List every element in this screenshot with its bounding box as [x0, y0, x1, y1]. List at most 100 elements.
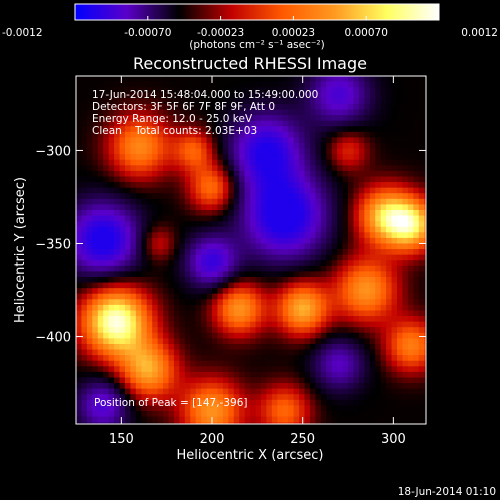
heatmap-cell [222, 388, 229, 395]
heatmap-cell [86, 377, 93, 384]
heatmap-cell [179, 159, 186, 166]
heatmap-cell [108, 76, 115, 83]
heatmap-cell [386, 81, 393, 88]
heatmap-cell [233, 142, 240, 150]
heatmap-cell [309, 282, 316, 289]
heatmap-cell [201, 371, 208, 378]
heatmap-cell [163, 98, 169, 105]
heatmap-cell [124, 310, 131, 317]
heatmap-cell [190, 243, 197, 250]
heatmap-cell [309, 410, 316, 418]
heatmap-cell [212, 327, 218, 334]
colorbar-tick-labels: -0.0012 -0.00070 -0.00023 0.00023 0.00070 0.0… [2, 27, 498, 39]
heatmap-cell [260, 338, 267, 345]
heatmap-cell [141, 237, 148, 244]
heatmap-cell [380, 383, 387, 390]
heatmap-cell [424, 377, 427, 384]
heatmap-cell [119, 131, 126, 138]
heatmap-cell [271, 265, 278, 272]
heatmap-cell [152, 187, 159, 194]
heatmap-cell [114, 260, 121, 267]
heatmap-cell [271, 204, 278, 211]
heatmap-cell [315, 81, 322, 88]
heatmap-cell [141, 182, 148, 189]
heatmap-cell [119, 187, 126, 194]
heatmap-cell [244, 98, 251, 105]
heatmap-cell [212, 343, 218, 351]
heatmap-cell [119, 115, 126, 122]
heatmap-cell [124, 159, 131, 166]
heatmap-cell [271, 327, 278, 334]
heatmap-cell [124, 182, 131, 189]
heatmap-cell [201, 276, 208, 284]
heatmap-cell [163, 232, 169, 239]
heatmap-cell [233, 103, 240, 110]
heatmap-cell [255, 332, 262, 339]
heatmap-cell [195, 327, 202, 334]
heatmap-cell [299, 327, 305, 334]
heatmap-cell [190, 249, 197, 256]
heatmap-cell [424, 355, 427, 362]
heatmap-cell [179, 126, 186, 133]
heatmap-cell [244, 237, 251, 244]
heatmap-cell [86, 76, 93, 83]
heatmap-cell [266, 254, 273, 261]
heatmap-cell [348, 288, 354, 295]
heatmap-cell [135, 388, 142, 395]
heatmap-cell [222, 232, 229, 239]
heatmap-cell [255, 243, 262, 250]
colorbar-ticks [74, 16, 440, 20]
heatmap-cell [92, 76, 99, 83]
heatmap-cell [413, 137, 420, 144]
heatmap-cell [380, 327, 387, 334]
heatmap-cell [108, 316, 115, 323]
heatmap-cell [173, 154, 180, 161]
heatmap-cell [326, 221, 333, 228]
heatmap-cell [288, 115, 295, 122]
heatmap-cell [179, 288, 186, 295]
heatmap-cell [315, 260, 322, 267]
heatmap-cell [320, 115, 327, 122]
heatmap-cell [413, 338, 420, 345]
heatmap-cell [396, 399, 403, 406]
heatmap-cell [260, 254, 267, 261]
heatmap-cell [195, 316, 202, 323]
heatmap-cell [184, 115, 191, 122]
heatmap-cell [331, 103, 338, 110]
heatmap-cell [114, 304, 121, 311]
heatmap-cell [326, 276, 333, 284]
heatmap-cell [315, 360, 322, 367]
heatmap-cell [358, 131, 365, 138]
heatmap-cell [217, 243, 224, 250]
heatmap-cell [402, 131, 409, 138]
heatmap-cell [152, 204, 159, 211]
heatmap-cell [76, 304, 82, 311]
heatmap-cell [103, 338, 110, 345]
heatmap-cell [380, 293, 387, 300]
heatmap-cell [299, 349, 305, 356]
heatmap-cell [315, 103, 322, 110]
heatmap-cell [233, 383, 240, 390]
heatmap-cell [299, 182, 305, 189]
heatmap-cell [424, 332, 427, 339]
heatmap-cell [304, 142, 311, 150]
heatmap-cell [124, 115, 131, 122]
heatmap-cell [173, 142, 180, 150]
heatmap-cell [277, 293, 284, 300]
heatmap-cell [326, 243, 333, 250]
heatmap-cell [348, 371, 354, 378]
heatmap-cell [424, 204, 427, 211]
heatmap-cell [266, 243, 273, 250]
heatmap-cell [282, 232, 289, 239]
heatmap-cell [146, 388, 153, 395]
heatmap-cell [288, 410, 295, 418]
heatmap-cell [342, 355, 349, 362]
heatmap-cell [157, 299, 164, 306]
heatmap-cell [173, 232, 180, 239]
heatmap-cell [222, 115, 229, 122]
heatmap-cell [179, 355, 186, 362]
heatmap-cell [304, 394, 311, 401]
heatmap-cell [103, 209, 110, 217]
heatmap-cell [386, 198, 393, 205]
heatmap-cell [358, 327, 365, 334]
